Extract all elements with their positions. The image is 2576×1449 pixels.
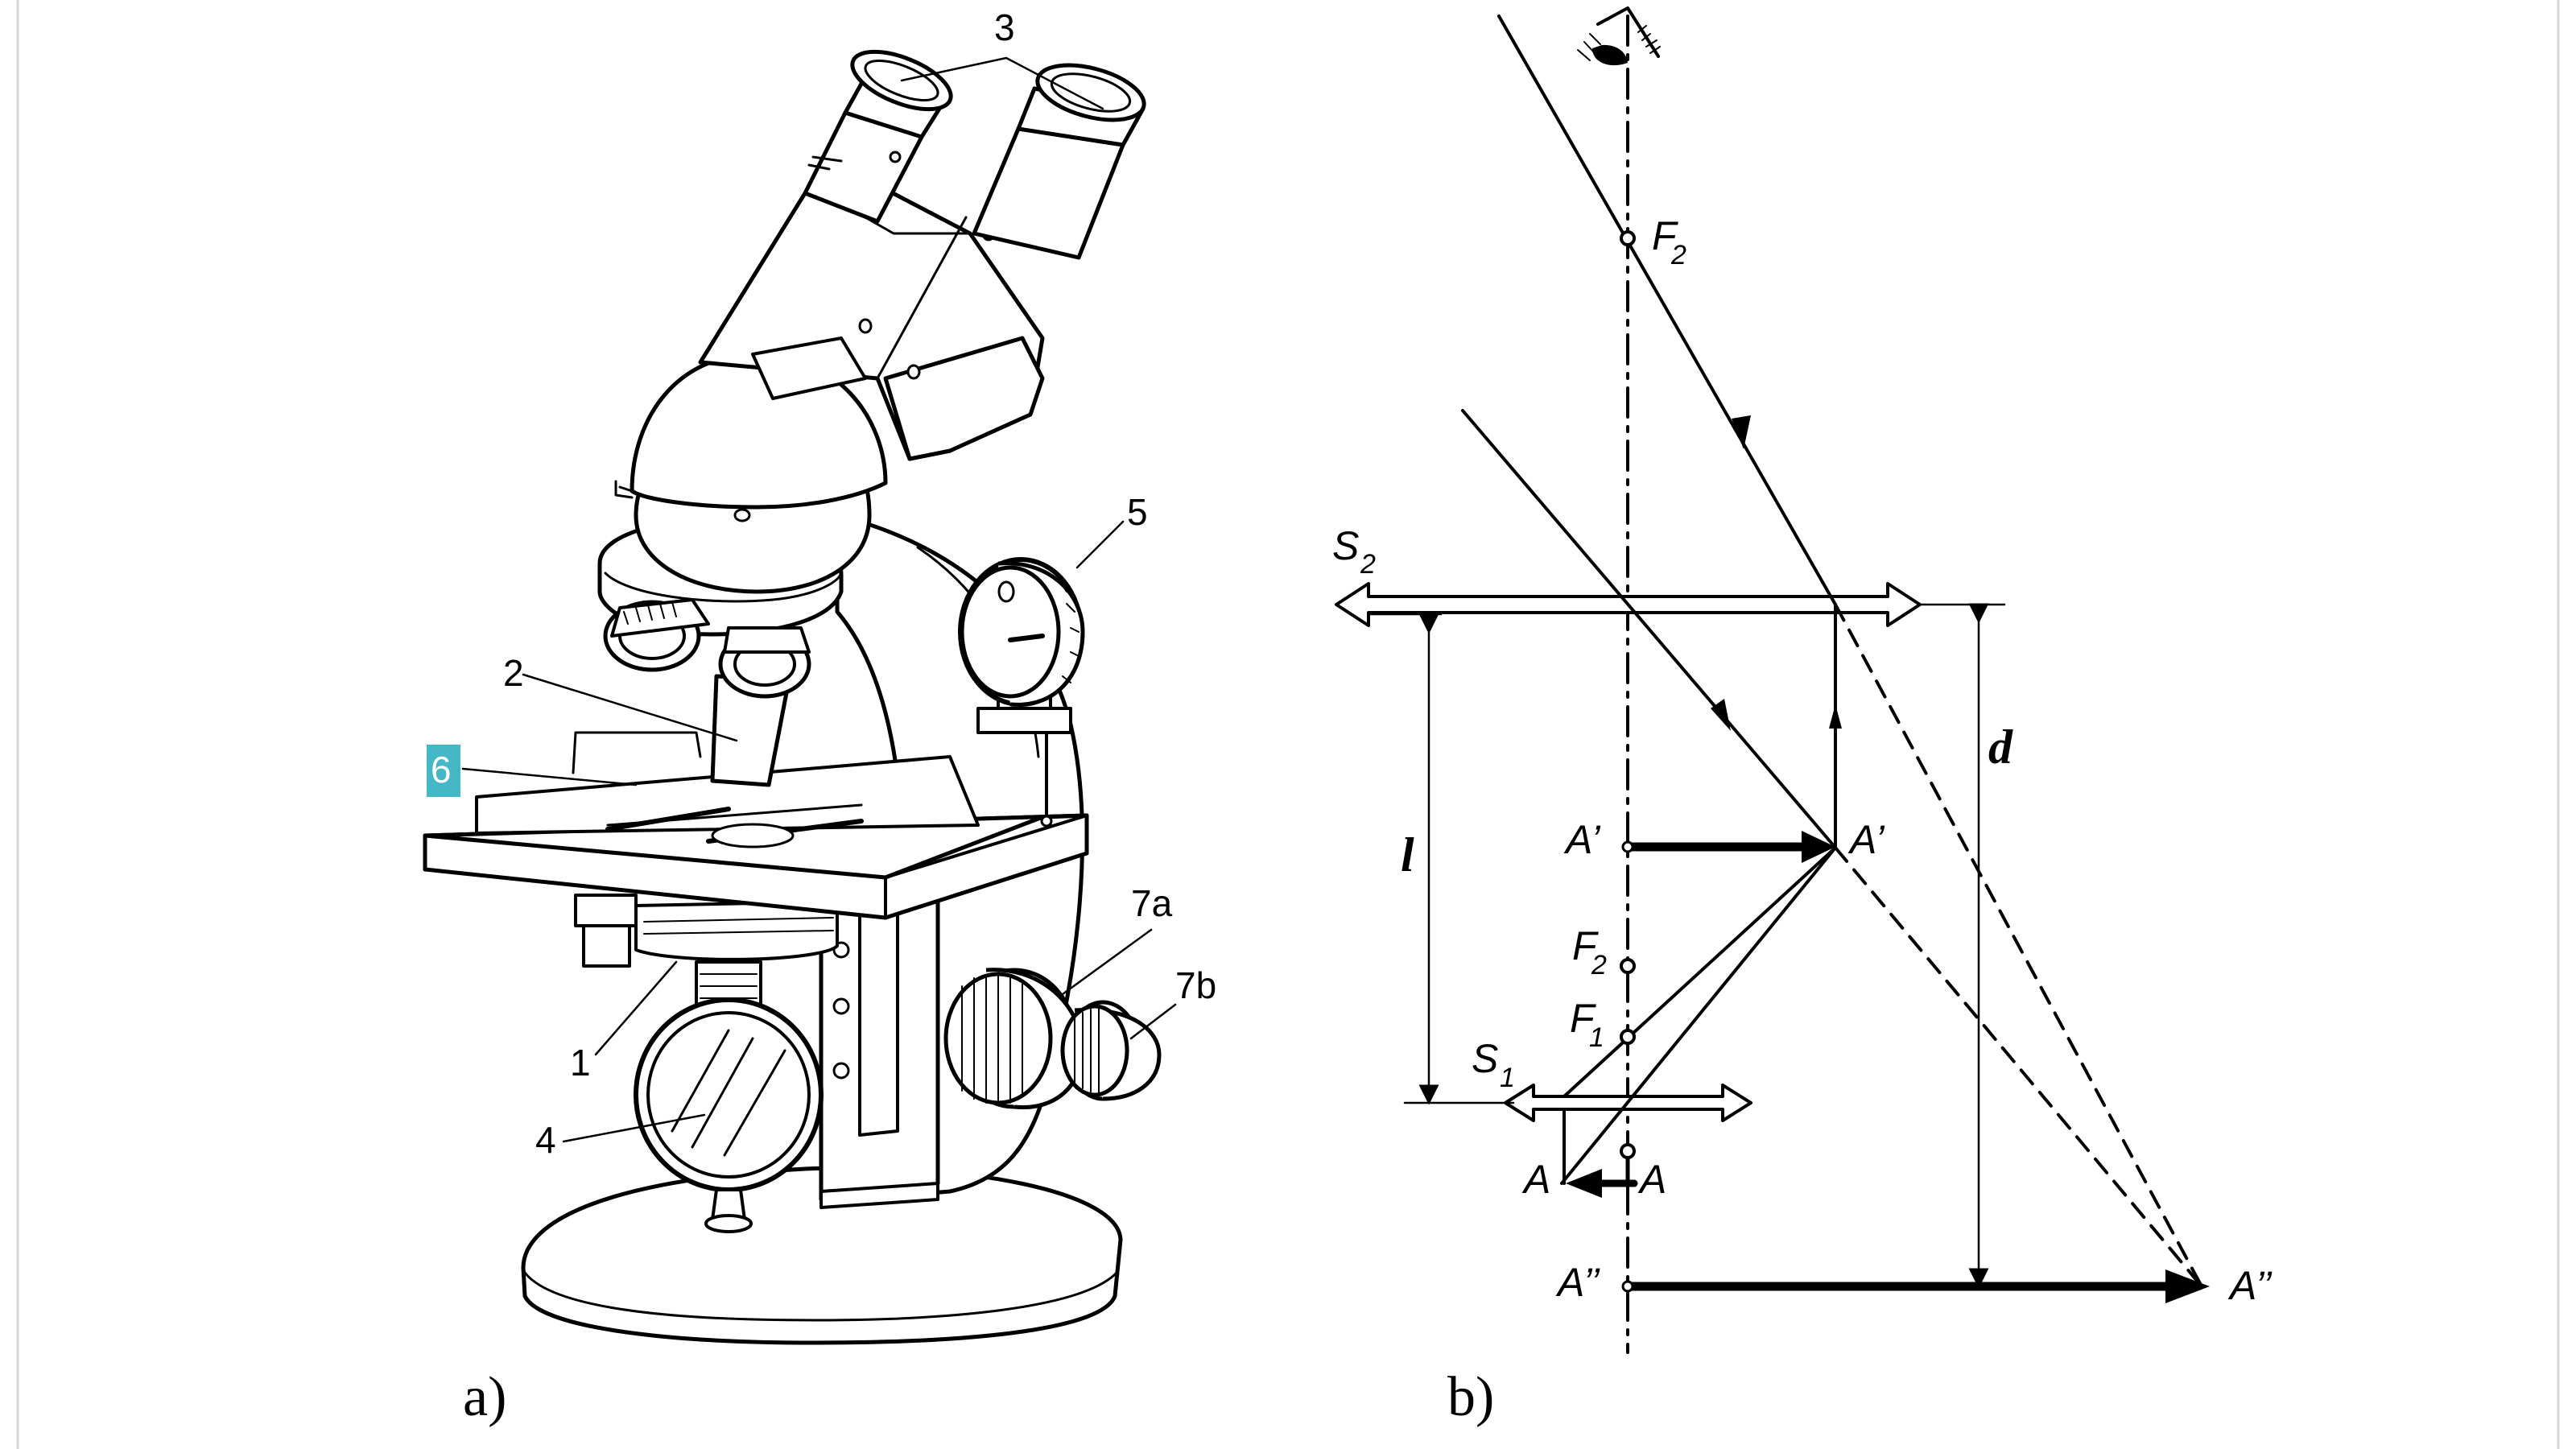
condenser: [574, 894, 839, 1020]
dimension-l-label: l: [1401, 828, 1414, 881]
rays: [1461, 14, 2203, 1288]
point-a2-right-label: A’’: [2227, 1263, 2273, 1308]
lens-s1-label: S: [1472, 1036, 1498, 1081]
image-arrows: [1566, 831, 2210, 1303]
focus-f1-sub: 1: [1589, 1022, 1604, 1053]
focus-f2-top-label: F: [1652, 213, 1678, 258]
focus-f2-top-point: [1620, 230, 1636, 246]
part-label-6: 6: [431, 749, 452, 791]
dimension-d-label: d: [1988, 720, 2013, 774]
microscope-head: [614, 352, 888, 594]
focus-f2-top-sub: 2: [1670, 240, 1686, 270]
focus-f1-point: [1620, 1029, 1636, 1045]
point-a2-left-label: A’’: [1555, 1260, 1600, 1305]
part-label-7a: 7a: [1131, 882, 1173, 924]
point-labels: F 2 F 2 F 1 A’ A’ A A A’’ A’’: [1521, 213, 2273, 1308]
point-a1-right-label: A’: [1847, 817, 1885, 862]
dimension-d: d: [1918, 603, 2013, 1289]
part-label-1: 1: [570, 1042, 591, 1084]
lens-s1: S 1: [1472, 1036, 1752, 1122]
focal-points: [1620, 230, 1636, 1159]
point-a-right-label: A: [1637, 1157, 1666, 1202]
point-a1-left-label: A’: [1563, 817, 1600, 862]
focus-f2-point: [1620, 958, 1636, 974]
focus-knobs: [943, 968, 1162, 1110]
leader-lines: [461, 56, 1177, 1143]
focus-f1-label: F: [1570, 996, 1596, 1041]
dial-gauge: [958, 557, 1085, 828]
part-label-6-highlight: [427, 745, 460, 797]
mirror: [634, 997, 824, 1233]
focus-lower-point: [1620, 1143, 1636, 1159]
dimension-l: l: [1367, 613, 1515, 1105]
part-label-7b: 7b: [1175, 964, 1216, 1006]
lens-s2-label: S: [1332, 523, 1359, 568]
eye-symbol: [1577, 6, 1661, 66]
panel-b-caption: b): [1447, 1366, 1494, 1428]
focus-f2-sub: 2: [1591, 950, 1607, 980]
part-label-3: 3: [994, 6, 1015, 48]
focus-f2-label: F: [1572, 923, 1599, 968]
panel-a-microscope: 3 2 6 5 7a 7b 1 4 a): [423, 6, 1216, 1428]
specimen-holder: [475, 731, 980, 848]
lens-s1-sub: 1: [1500, 1063, 1515, 1093]
part-label-2: 2: [503, 652, 524, 694]
microscope-base: [521, 1166, 1123, 1345]
part-labels: 3 2 6 5 7a 7b 1 4: [427, 6, 1216, 1161]
part-label-5: 5: [1127, 491, 1148, 533]
lens-s2-sub: 2: [1360, 549, 1376, 580]
stage-column: [819, 887, 940, 1209]
panel-b-ray-diagram: S 2 S 1 l d: [1332, 6, 2273, 1428]
point-a-left-label: A: [1521, 1157, 1550, 1202]
part-label-4: 4: [535, 1119, 556, 1161]
panel-a-caption: a): [463, 1366, 506, 1428]
